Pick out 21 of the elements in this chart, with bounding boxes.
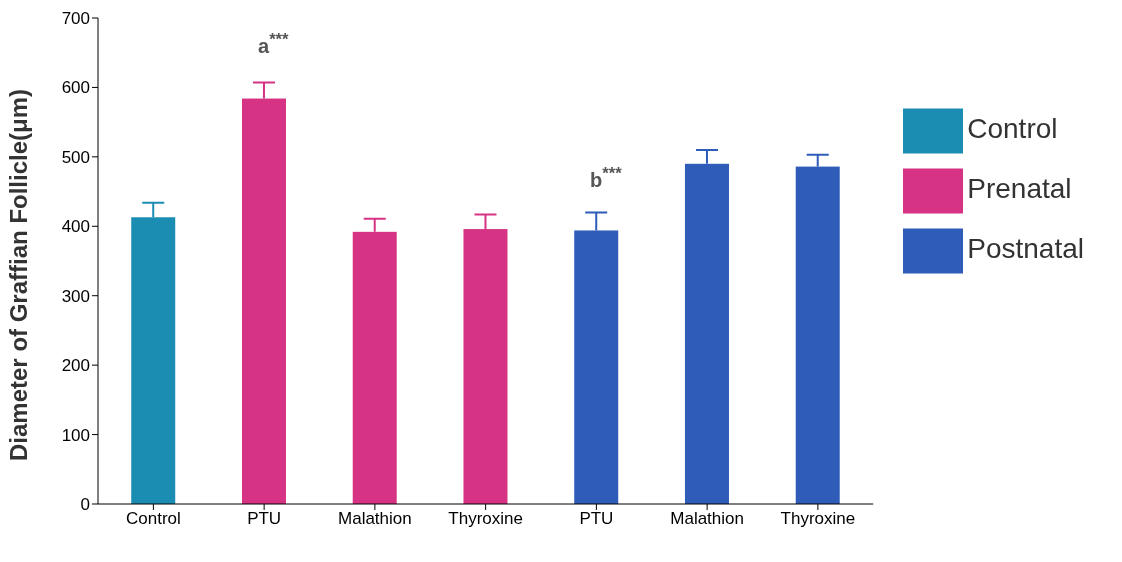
y-tick-label: 200 [61,356,90,376]
x-tick-label: Control [125,509,181,529]
y-tick-label: 300 [61,286,90,306]
x-tick-label: Thyroxine [448,509,523,529]
y-axis-title: Diameter of Graffian Follicle(μm) [4,88,32,461]
y-tick-label: 400 [61,217,90,237]
annotation: a$^{***}$ [258,30,289,58]
legend-label: Prenatal [967,173,1072,205]
x-tick-label: PTU [579,509,614,529]
y-tick-label: 100 [61,425,90,445]
y-tick-label: 0 [80,495,90,515]
legend-label: Postnatal [967,233,1084,265]
x-tick-label: Malathion [670,509,744,529]
y-tick-label: 500 [61,147,90,167]
y-tick-label: 600 [61,78,90,98]
legend-label: Control [967,113,1058,145]
x-tick-label: Thyroxine [780,509,856,529]
x-tick-label: Malathion [338,509,412,529]
annotation: b$^{***}$ [590,164,622,192]
y-tick-label: 700 [61,9,90,29]
x-tick-label: PTU [247,509,282,529]
